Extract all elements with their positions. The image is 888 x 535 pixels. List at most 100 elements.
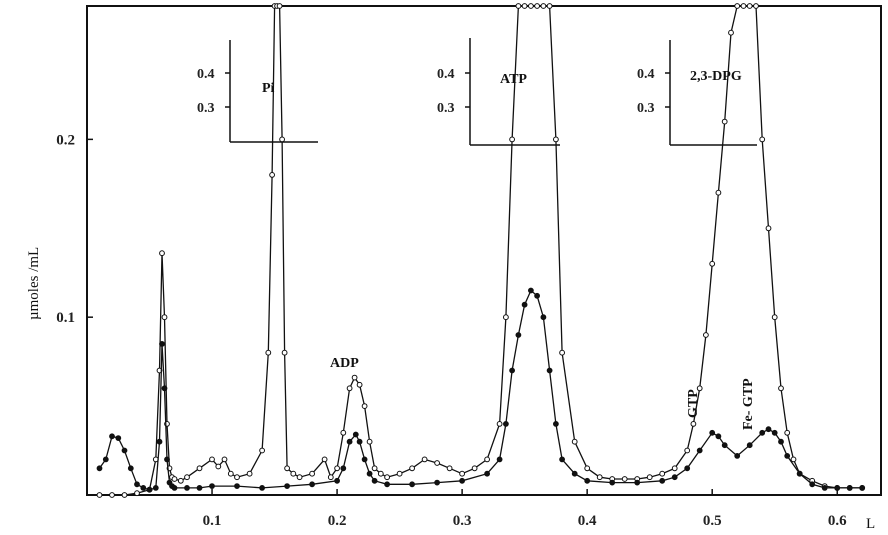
- data-point-series-0: [109, 492, 115, 498]
- data-point-series-1: [721, 442, 728, 449]
- data-point-series-1: [234, 483, 240, 490]
- x-tick-label: 0.2: [328, 513, 347, 529]
- data-point-series-1: [356, 438, 363, 445]
- data-point-series-1: [521, 301, 528, 308]
- data-point-series-0: [296, 474, 303, 481]
- data-point-series-0: [346, 385, 353, 392]
- data-point-series-1: [127, 465, 134, 472]
- data-point-series-0: [546, 3, 553, 9]
- data-point-series-1: [515, 332, 522, 338]
- data-point-series-0: [309, 470, 316, 477]
- data-point-series-0: [784, 429, 791, 436]
- data-point-series-0: [215, 463, 222, 470]
- data-point-series-1: [259, 485, 266, 491]
- data-point-series-1: [534, 292, 540, 299]
- data-point-series-0: [646, 474, 653, 481]
- data-point-series-1: [209, 483, 215, 490]
- data-point-series-0: [384, 474, 391, 481]
- data-point-series-1: [340, 465, 347, 472]
- data-point-series-0: [515, 3, 522, 9]
- y-axis-label: µmoles /mL: [26, 247, 42, 320]
- data-point-series-0: [96, 492, 103, 498]
- data-point-series-1: [115, 435, 122, 442]
- data-point-series-0: [571, 438, 578, 445]
- x-axis-label: L: [866, 516, 875, 532]
- data-point-series-0: [709, 260, 716, 267]
- data-point-series-0: [434, 460, 441, 466]
- series-layer: [96, 3, 866, 498]
- peak-label-dpg: 2,3-DPG: [690, 69, 742, 84]
- data-point-series-0: [377, 470, 384, 477]
- data-point-series-0: [221, 456, 228, 463]
- data-point-series-0: [753, 3, 759, 9]
- data-point-series-0: [161, 314, 168, 321]
- data-point-series-0: [553, 136, 559, 143]
- data-point-series-1: [346, 438, 353, 445]
- data-point-series-1: [96, 465, 103, 472]
- data-point-series-0: [269, 172, 276, 178]
- data-point-series-1: [284, 483, 291, 490]
- data-point-series-0: [771, 314, 778, 321]
- data-point-series-1: [171, 485, 178, 491]
- data-point-series-1: [161, 385, 168, 392]
- data-point-series-1: [771, 429, 778, 436]
- data-point-series-0: [684, 447, 691, 454]
- inset-pi-tick-label-03: 0.3: [197, 101, 215, 116]
- data-point-series-1: [384, 481, 391, 488]
- data-point-series-1: [361, 456, 368, 463]
- axes-group: 0.1 0.2 0.3 0.4 0.5 0.6 0.1 0.2: [56, 132, 847, 529]
- y-tick-label: 0.2: [56, 132, 75, 148]
- data-point-series-0: [421, 456, 428, 463]
- data-point-series-0: [334, 465, 341, 472]
- data-point-series-0: [534, 3, 540, 9]
- data-point-series-0: [409, 465, 416, 472]
- data-point-series-0: [446, 465, 453, 472]
- peak-labels-group: Pi ADP ATP 2,3-DPG GTP Fe- GTP: [262, 69, 756, 430]
- data-point-series-1: [503, 421, 509, 427]
- data-point-series-0: [696, 385, 703, 392]
- data-point-series-0: [259, 447, 266, 454]
- data-point-series-1: [366, 470, 373, 477]
- data-point-series-0: [284, 465, 291, 472]
- data-point-series-1: [146, 486, 153, 493]
- data-point-series-1: [684, 465, 691, 472]
- y-tick-label: 0.1: [56, 310, 75, 326]
- data-point-series-0: [196, 465, 203, 472]
- data-point-series-1: [715, 433, 722, 440]
- data-point-series-0: [559, 349, 565, 356]
- inset-pi-tick-label-04: 0.4: [197, 67, 215, 82]
- data-point-series-0: [703, 332, 709, 338]
- data-point-series-0: [371, 465, 378, 472]
- data-point-series-1: [409, 481, 416, 488]
- data-point-series-0: [227, 470, 234, 477]
- data-point-series-1: [634, 479, 641, 486]
- data-point-series-1: [709, 429, 716, 436]
- data-point-series-0: [765, 225, 772, 232]
- x-tick-label: 0.3: [453, 513, 472, 529]
- data-point-series-1: [784, 453, 791, 459]
- data-point-series-0: [503, 314, 509, 321]
- data-point-series-1: [553, 421, 559, 427]
- data-point-series-1: [734, 453, 741, 459]
- data-point-series-0: [321, 456, 328, 463]
- data-point-series-0: [596, 474, 603, 481]
- data-point-series-1: [109, 433, 115, 440]
- data-point-series-1: [846, 485, 853, 491]
- peak-label-gtp: GTP: [686, 389, 701, 418]
- inset-atp-tick-label-03: 0.3: [437, 101, 455, 116]
- data-point-series-1: [696, 447, 703, 454]
- x-tick-label: 0.6: [828, 513, 847, 529]
- data-point-series-0: [659, 470, 666, 477]
- data-point-series-0: [134, 490, 140, 497]
- data-point-series-0: [366, 438, 373, 445]
- data-point-series-1: [759, 429, 766, 436]
- inset-atp-tick-label-04: 0.4: [437, 67, 455, 82]
- data-point-series-0: [778, 385, 784, 392]
- data-point-series-1: [834, 485, 841, 491]
- data-point-series-0: [279, 136, 286, 143]
- data-point-series-1: [371, 477, 378, 484]
- data-point-series-1: [434, 479, 441, 486]
- data-point-series-0: [327, 474, 334, 481]
- data-point-series-1: [152, 485, 159, 491]
- data-point-series-1: [659, 477, 666, 484]
